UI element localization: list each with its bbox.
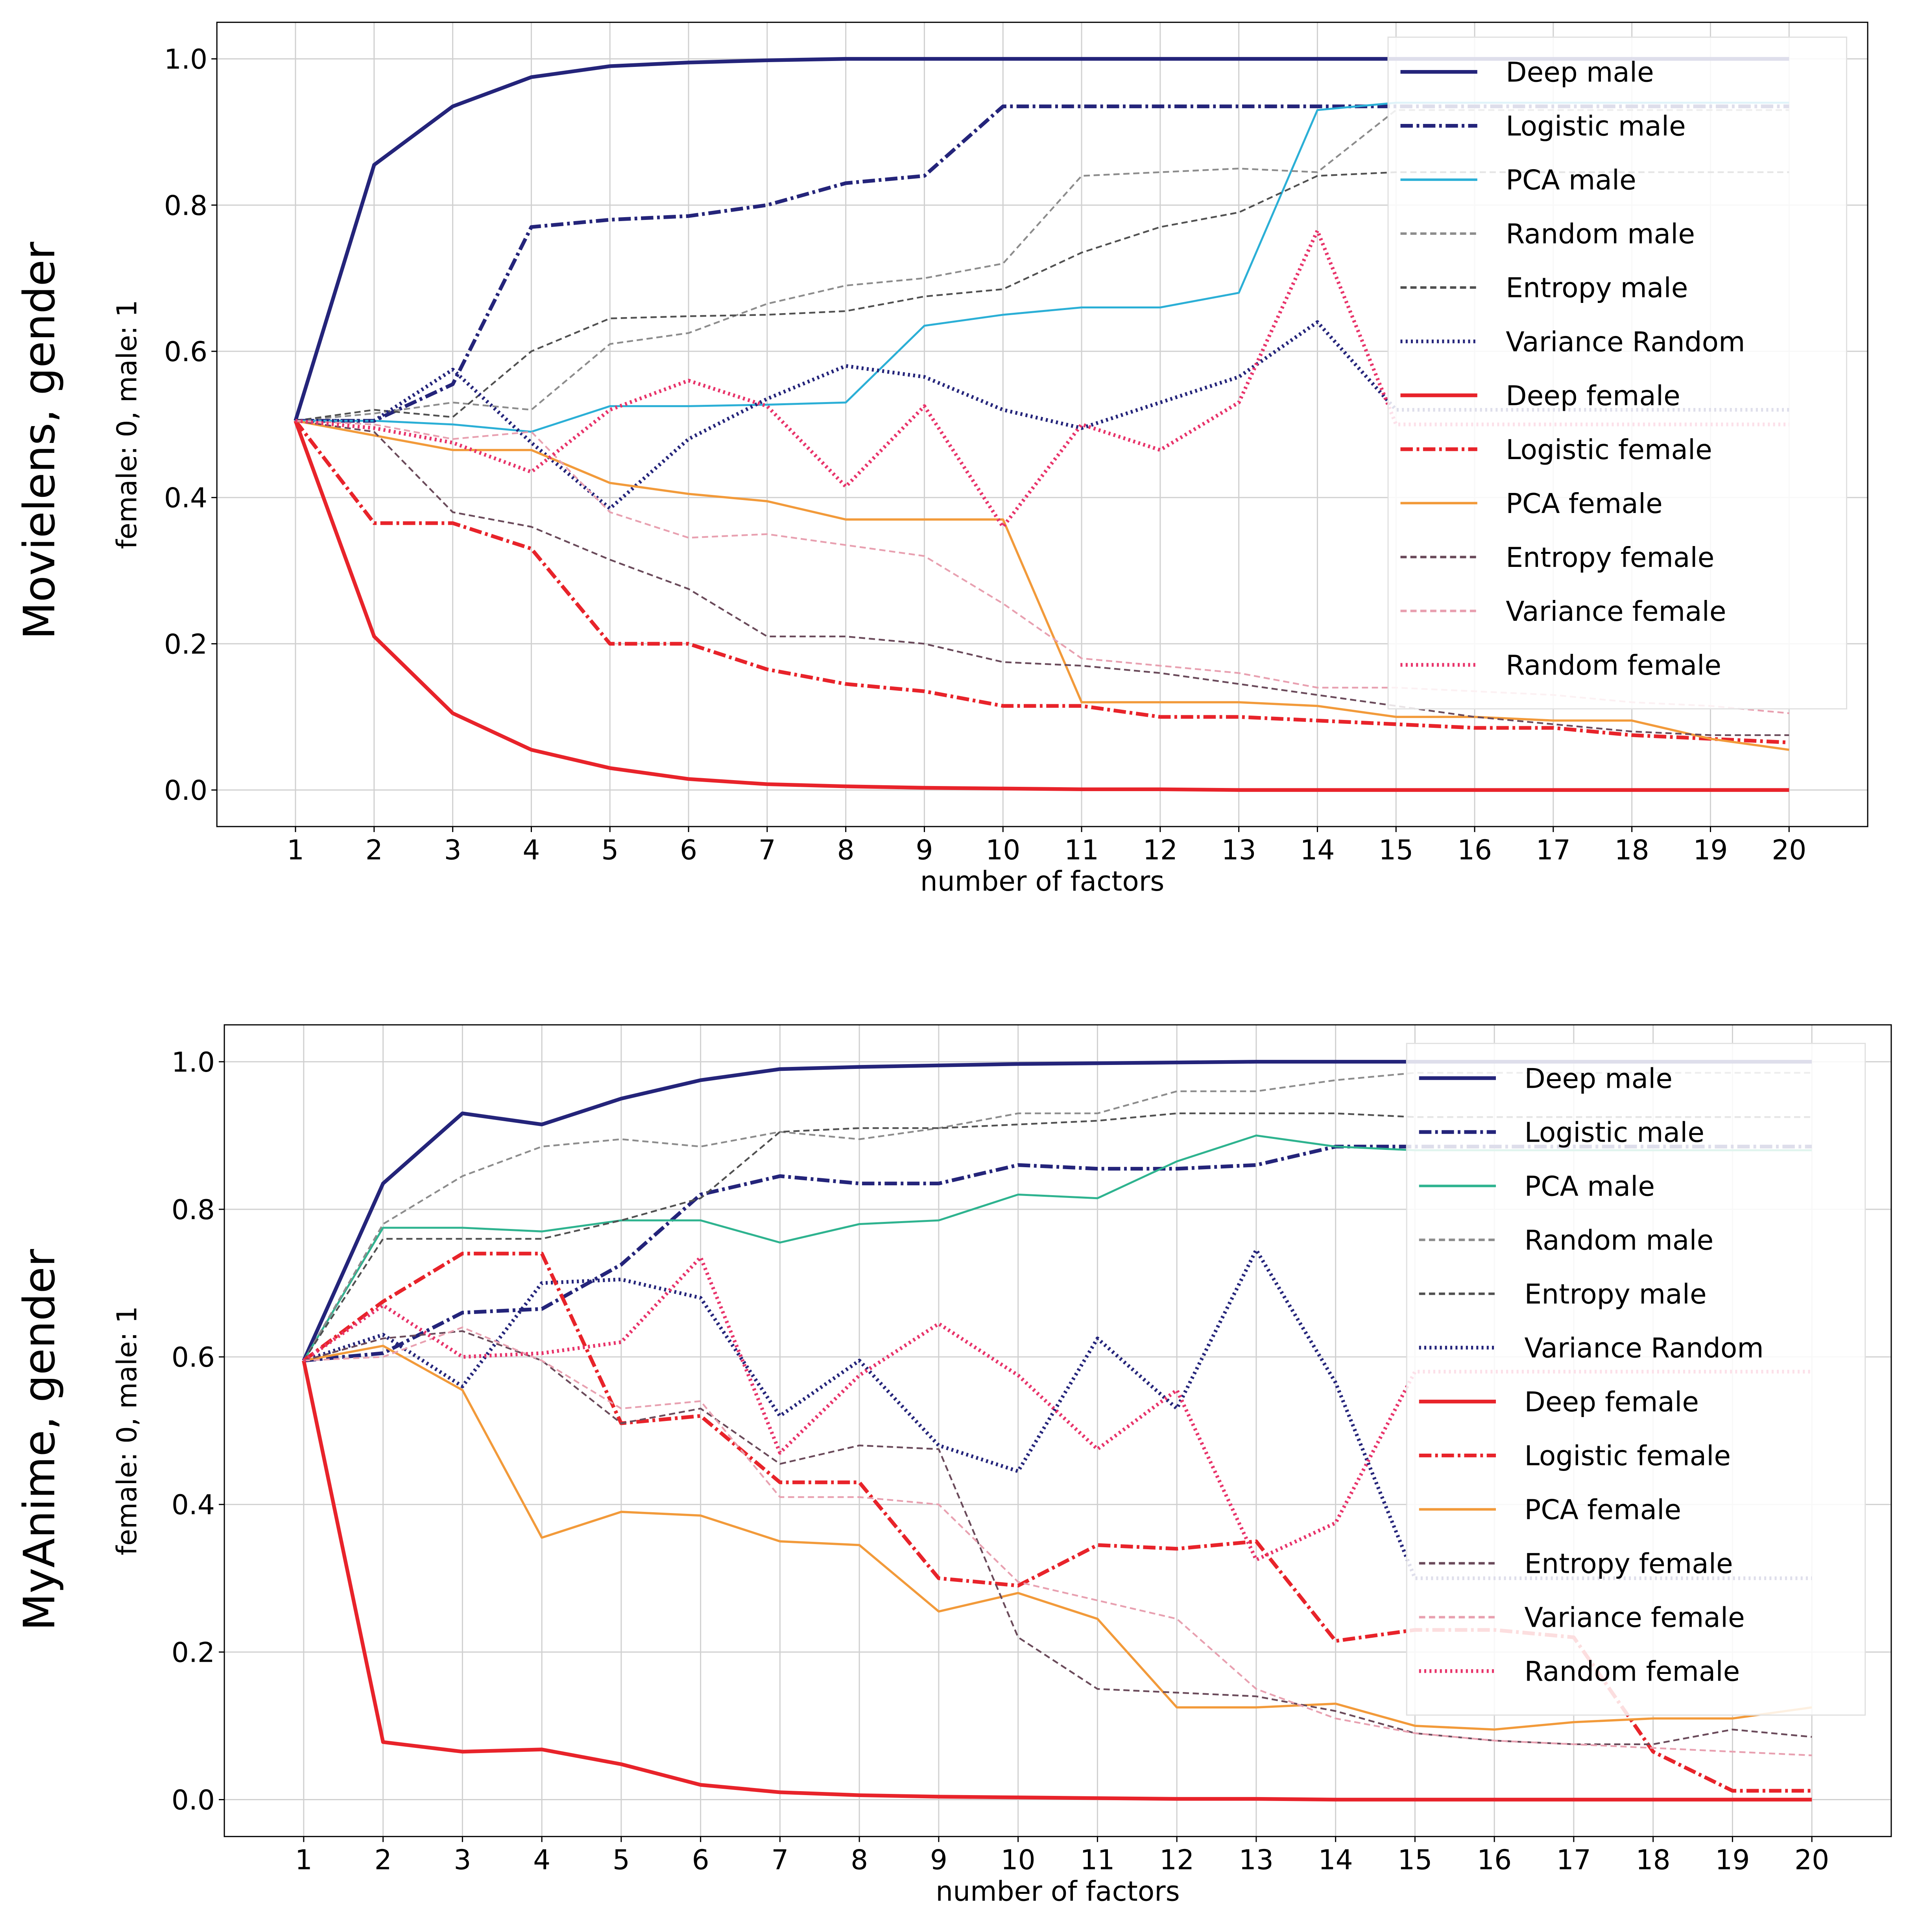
legend-label: Random male <box>1525 1225 1714 1257</box>
chart-movielens: 1 2 3 4 5 6 7 8 9 10 11 12 13 14 15 16 17 18 19 200.00.20.4… <box>112 22 1868 897</box>
x-tick-label: 7 <box>771 1845 788 1876</box>
legend-label: Entropy female <box>1525 1548 1733 1580</box>
x-tick-label: 19 <box>1693 834 1728 866</box>
series-line <box>303 1345 1812 1731</box>
x-tick-label: 14 <box>1300 834 1335 866</box>
x-tick-label: 7 <box>759 834 776 866</box>
y-tick-label: 0.0 <box>172 1784 215 1816</box>
legend-label: PCA female <box>1525 1495 1682 1526</box>
series-line <box>303 1326 1812 1757</box>
legend-label: Variance Random <box>1506 327 1745 358</box>
y-tick-label: 0.8 <box>164 190 207 221</box>
legend-box <box>1406 1043 1866 1716</box>
x-tick-label: 13 <box>1222 834 1256 866</box>
legend-label: PCA female <box>1506 488 1663 520</box>
x-tick-label: 2 <box>375 1845 392 1876</box>
x-tick-label: 10 <box>1001 1845 1036 1876</box>
x-tick-label: 2 <box>366 834 383 866</box>
plot-frame <box>216 22 1868 827</box>
series-line <box>302 1360 1812 1802</box>
series-line <box>295 320 1789 511</box>
x-tick-label: 8 <box>851 1845 868 1876</box>
x-tick-label: 15 <box>1379 834 1413 866</box>
legend-label: PCA male <box>1525 1171 1655 1202</box>
legend-label: Logistic male <box>1506 111 1686 142</box>
legend-label: Deep female <box>1506 380 1680 412</box>
x-tick-label: 11 <box>1064 834 1099 866</box>
x-tick-label: 5 <box>613 1845 630 1876</box>
y-axis-label: female: 0, male: 1 <box>112 300 143 549</box>
legend-label: Logistic female <box>1525 1441 1731 1472</box>
legend-label: Variance female <box>1525 1602 1745 1634</box>
y-tick-label: 0.6 <box>172 1342 215 1373</box>
y-tick-label: 1.0 <box>172 1047 215 1078</box>
x-tick-label: 13 <box>1239 1845 1274 1876</box>
x-tick-label: 16 <box>1457 834 1492 866</box>
x-tick-label: 12 <box>1159 1845 1194 1876</box>
x-tick-label: 1 <box>295 1845 312 1876</box>
x-tick-label: 4 <box>522 834 540 866</box>
chart-myanime: 1 2 3 4 5 6 7 8 9 10 11 12 13 14 15 16 17 18 19 200.00.20.4… <box>112 1024 1892 1907</box>
x-tick-label: 14 <box>1318 1845 1353 1876</box>
series-line <box>303 1248 1812 1580</box>
legend-label: Random male <box>1506 219 1695 250</box>
legend-label: Variance Random <box>1525 1333 1764 1364</box>
x-tick-label: 1 <box>287 834 304 866</box>
legend-label: Logistic female <box>1506 434 1712 466</box>
y-tick-label: 0.4 <box>164 483 207 514</box>
x-tick-label: 18 <box>1615 834 1649 866</box>
x-tick-label: 6 <box>692 1845 709 1876</box>
x-tick-label: 4 <box>533 1845 550 1876</box>
x-tick-label: 3 <box>444 834 462 866</box>
y-tick-label: 0.8 <box>172 1194 215 1226</box>
x-tick-label: 20 <box>1794 1845 1829 1876</box>
x-tick-label: 10 <box>986 834 1020 866</box>
x-tick-label: 9 <box>916 834 933 866</box>
x-axis-label: number of factors <box>920 866 1164 897</box>
x-tick-label: 3 <box>454 1845 471 1876</box>
y-axis-label: female: 0, male: 1 <box>112 1306 143 1556</box>
x-tick-label: 8 <box>837 834 855 866</box>
x-tick-label: 17 <box>1536 834 1571 866</box>
legend-label: Deep male <box>1506 57 1654 89</box>
legend-label: Entropy male <box>1525 1279 1707 1310</box>
legend-label: Deep female <box>1525 1387 1699 1418</box>
series-line <box>303 1251 1812 1793</box>
series-line <box>295 419 1789 751</box>
x-tick-label: 20 <box>1772 834 1806 866</box>
legend-label: Random female <box>1506 650 1721 681</box>
legend-label: Entropy female <box>1506 542 1714 574</box>
x-tick-label: 17 <box>1556 1845 1591 1876</box>
legend-label: Variance female <box>1506 596 1726 627</box>
series-line <box>295 420 1789 736</box>
y-tick-label: 0.6 <box>164 336 207 368</box>
legend-label: PCA male <box>1506 165 1636 196</box>
x-axis-label: number of factors <box>936 1876 1180 1907</box>
x-tick-label: 11 <box>1080 1845 1115 1876</box>
legend-label: Deep male <box>1525 1063 1673 1094</box>
x-tick-label: 15 <box>1398 1845 1432 1876</box>
legend-box <box>1387 37 1847 710</box>
series-line <box>294 420 1789 792</box>
series-line <box>303 1330 1812 1746</box>
x-tick-label: 18 <box>1636 1845 1671 1876</box>
y-tick-label: 0.2 <box>172 1637 215 1668</box>
legend-label: Entropy male <box>1506 273 1688 304</box>
y-tick-label: 1.0 <box>164 44 207 76</box>
y-tick-label: 0.4 <box>172 1489 215 1521</box>
y-tick-label: 0.2 <box>164 629 207 660</box>
x-tick-label: 6 <box>680 834 697 866</box>
y-tick-label: 0.0 <box>164 775 207 806</box>
x-tick-label: 12 <box>1143 834 1178 866</box>
x-tick-label: 19 <box>1715 1845 1750 1876</box>
plot-frame <box>223 1024 1892 1837</box>
legend-label: Random female <box>1525 1656 1740 1688</box>
x-tick-label: 5 <box>601 834 618 866</box>
series-line <box>294 419 1789 745</box>
x-tick-label: 16 <box>1477 1845 1512 1876</box>
x-tick-label: 9 <box>930 1845 947 1876</box>
legend-label: Logistic male <box>1525 1117 1705 1148</box>
